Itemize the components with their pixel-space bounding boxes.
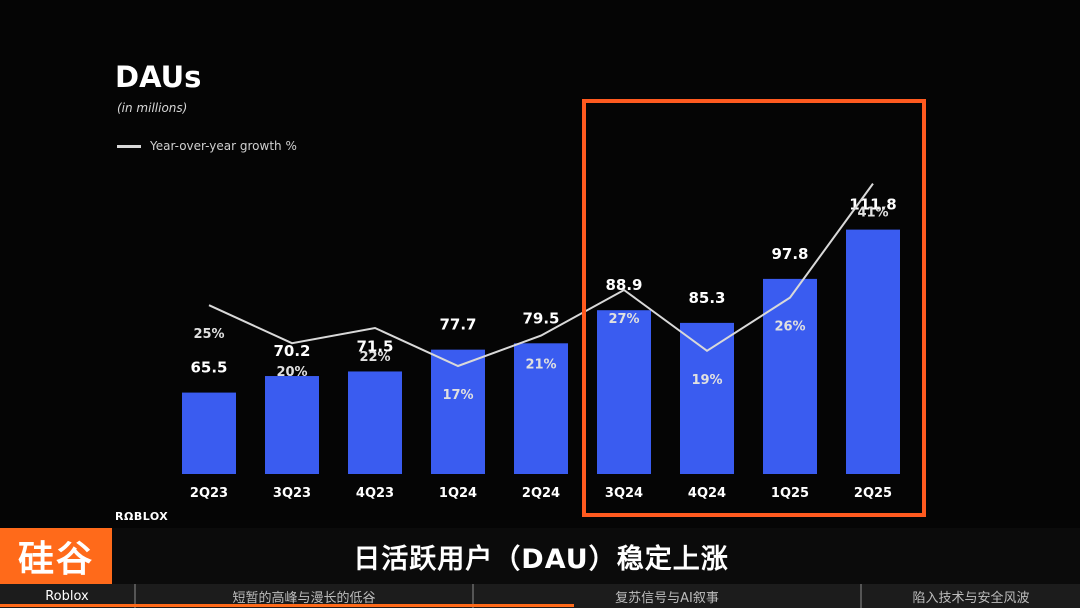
bar-3Q23: [265, 376, 319, 474]
growth-value-label: 19%: [691, 373, 722, 388]
bar-value-label: 79.5: [522, 309, 559, 327]
dau-bar-line-chart: 65.5 2Q23 70.2 3Q23 71.5 4Q23 77.7 1Q24 79.5 2Q24…: [182, 183, 900, 501]
legend-label: Year-over-year growth %: [150, 139, 297, 153]
x-tick-label: 1Q24: [439, 486, 477, 501]
growth-line: [208, 183, 874, 368]
bar-2Q23: [182, 392, 236, 474]
chart-legend: Year-over-year growth %: [117, 139, 297, 153]
x-tick-label: 2Q23: [190, 486, 228, 501]
channel-logo: 硅谷: [0, 528, 112, 584]
chapter-progress-bar: [0, 604, 574, 607]
bar-1Q25: [763, 278, 817, 474]
chart-subtitle: (in millions): [117, 101, 188, 115]
growth-value-label: 17%: [442, 388, 473, 403]
growth-value-label: 41%: [857, 206, 888, 221]
bar-value-label: 71.5: [356, 337, 393, 355]
bar-4Q24: [680, 322, 734, 474]
x-tick-label: 4Q24: [688, 486, 726, 501]
bar-value-label: 77.7: [439, 316, 476, 334]
highlight-box: [582, 99, 926, 517]
bar-4Q23: [348, 371, 402, 474]
growth-value-label: 20%: [276, 365, 307, 380]
bar-value-label: 70.2: [273, 342, 310, 360]
bar-2Q24: [514, 343, 568, 474]
x-tick-label: 3Q24: [605, 486, 643, 501]
chapter-item-recovery-ai[interactable]: 复苏信号与AI叙事: [474, 584, 862, 608]
growth-value-label: 21%: [525, 358, 556, 373]
video-caption: 日活跃用户（DAU）稳定上涨: [353, 543, 729, 575]
x-tick-label: 3Q23: [273, 486, 311, 501]
growth-value-label: 22%: [359, 350, 390, 365]
subtitle-bar: [0, 528, 1080, 584]
bar-1Q24: [431, 349, 485, 474]
chapter-item-peak-and-trough[interactable]: 短暂的高峰与漫长的低谷: [136, 584, 474, 608]
chapter-item-tech-safety[interactable]: 陷入技术与安全风波: [912, 590, 1030, 606]
legend-line-swatch: [117, 144, 141, 148]
bar-2Q25: [846, 229, 900, 474]
bar-3Q24: [597, 310, 651, 474]
x-tick-label: 4Q23: [356, 486, 394, 501]
bar-value-label: 85.3: [688, 289, 725, 307]
growth-value-label: 25%: [193, 327, 224, 342]
bar-value-label: 88.9: [605, 276, 642, 294]
chart-slide: DAUs (in millions) Year-over-year growth…: [115, 60, 926, 523]
x-tick-label: 2Q25: [854, 486, 892, 501]
channel-logo-text: 硅谷: [17, 539, 94, 580]
bar-value-label: 97.8: [771, 245, 808, 263]
bar-value-label: 65.5: [190, 359, 227, 377]
chapter-item-roblox[interactable]: Roblox: [0, 584, 136, 608]
x-tick-label: 2Q24: [522, 486, 560, 501]
growth-value-label: 26%: [774, 320, 805, 335]
growth-value-label: 27%: [608, 312, 639, 327]
chart-title: DAUs: [115, 60, 202, 94]
roblox-logo: RΩBLOX: [115, 510, 169, 523]
x-tick-label: 1Q25: [771, 486, 809, 501]
